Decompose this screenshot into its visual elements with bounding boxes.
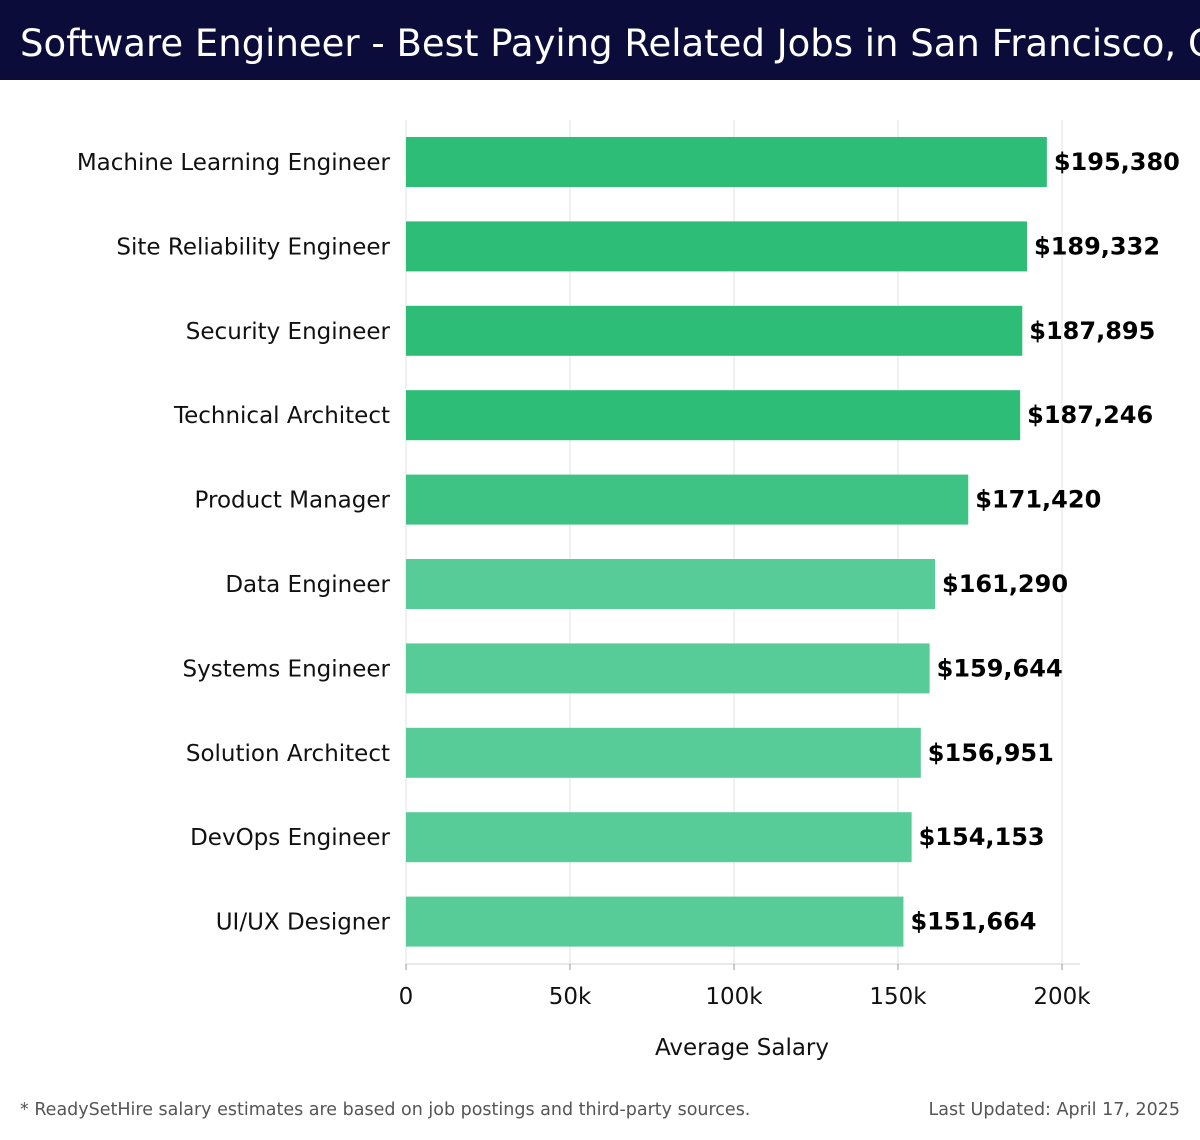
last-updated: Last Updated: April 17, 2025 bbox=[928, 1100, 1180, 1120]
x-axis: 0 50k 100k 150k 200k bbox=[399, 963, 1091, 1010]
bar bbox=[406, 137, 1047, 187]
x-tick-label: 0 bbox=[399, 984, 414, 1010]
bar bbox=[406, 727, 921, 778]
category-label: Product Manager bbox=[195, 488, 391, 514]
value-label: $195,380 bbox=[1054, 148, 1180, 176]
category-label: Systems Engineer bbox=[183, 656, 391, 682]
x-tick-label: 50k bbox=[549, 984, 592, 1010]
value-label: $156,951 bbox=[928, 739, 1054, 767]
category-label: UI/UX Designer bbox=[216, 910, 391, 936]
value-label: $187,895 bbox=[1029, 317, 1155, 345]
bars bbox=[406, 137, 1047, 947]
bar bbox=[406, 305, 1023, 356]
x-tick-label: 200k bbox=[1033, 984, 1091, 1010]
value-labels: $195,380 $189,332 $187,895 $187,246 $171,420… bbox=[910, 148, 1179, 936]
x-axis-label: Average Salary bbox=[655, 1035, 829, 1061]
x-tick-label: 150k bbox=[869, 984, 927, 1010]
value-label: $161,290 bbox=[942, 570, 1068, 598]
value-label: $187,246 bbox=[1027, 401, 1153, 429]
x-tick-label: 100k bbox=[705, 984, 763, 1010]
bar bbox=[406, 390, 1021, 441]
bar bbox=[406, 896, 904, 947]
category-label: Site Reliability Engineer bbox=[116, 234, 390, 260]
category-label: Security Engineer bbox=[186, 319, 391, 345]
footer-note: * ReadySetHire salary estimates are base… bbox=[20, 1100, 751, 1120]
value-label: $154,153 bbox=[919, 823, 1045, 851]
category-label: Machine Learning Engineer bbox=[77, 150, 391, 176]
bar bbox=[406, 812, 912, 863]
salary-bar-chart: Machine Learning Engineer Site Reliabilit… bbox=[77, 120, 1180, 1061]
value-label: $159,644 bbox=[937, 654, 1063, 682]
category-labels: Machine Learning Engineer Site Reliabilit… bbox=[77, 150, 391, 936]
category-label: Data Engineer bbox=[225, 572, 390, 598]
value-label: $151,664 bbox=[910, 908, 1036, 936]
category-label: DevOps Engineer bbox=[190, 825, 390, 851]
category-label: Solution Architect bbox=[186, 741, 390, 767]
page-title: Software Engineer - Best Paying Related … bbox=[20, 22, 1200, 65]
header-bar: Software Engineer - Best Paying Related … bbox=[0, 0, 1200, 80]
bar bbox=[406, 643, 930, 694]
category-label: Technical Architect bbox=[173, 403, 390, 429]
bar bbox=[406, 221, 1028, 272]
bar bbox=[406, 474, 969, 525]
value-label: $171,420 bbox=[975, 486, 1101, 514]
bar bbox=[406, 559, 936, 609]
value-label: $189,332 bbox=[1034, 232, 1160, 260]
